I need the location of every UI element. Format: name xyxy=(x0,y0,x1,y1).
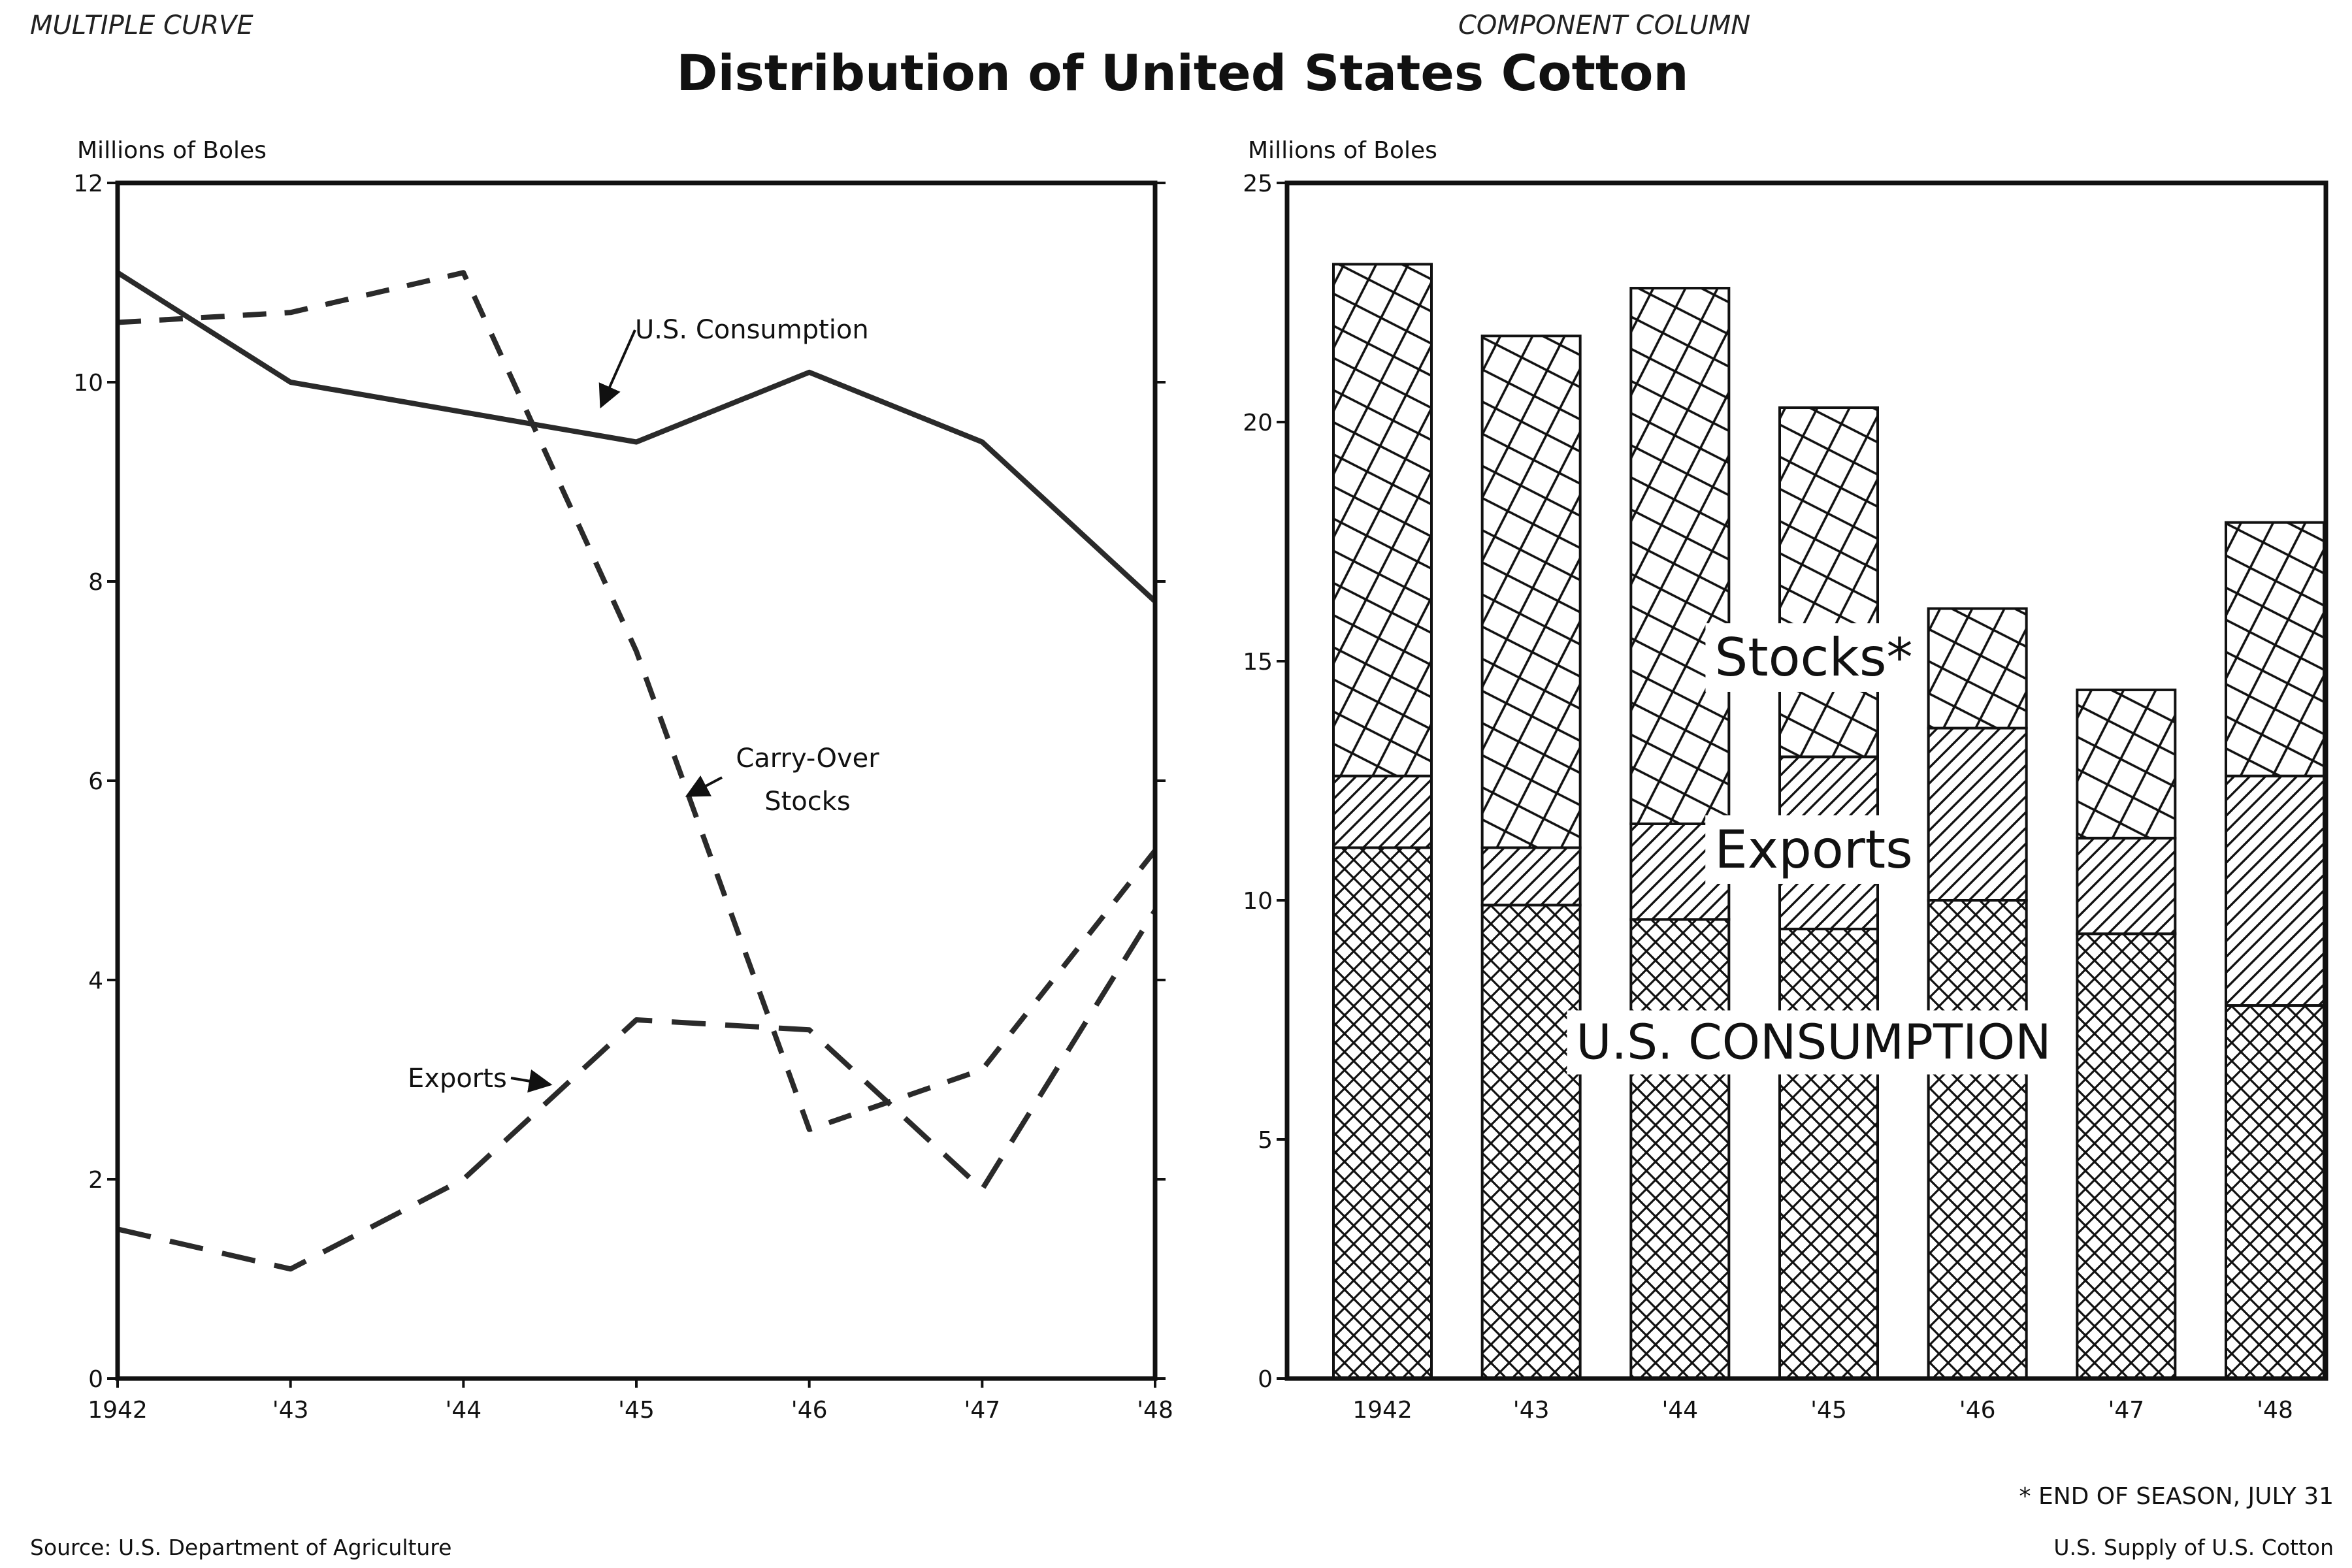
segment-label-background xyxy=(1567,1010,2061,1075)
right-plot-frame xyxy=(1284,180,2328,1381)
left-y-tick-label: 0 xyxy=(88,1366,103,1393)
left-x-tick-label: '47 xyxy=(964,1397,1000,1424)
annotation-stocks-line1: Carry-Over xyxy=(736,743,879,774)
left-x-tick-label: '45 xyxy=(618,1397,655,1424)
left-x-tick-label: '44 xyxy=(445,1397,482,1424)
series-line-u-s-consumption xyxy=(116,270,1157,604)
left-annotations: U.S. Consumption Carry-Over Stocks Expor… xyxy=(408,315,879,1094)
right-x-tick-label: '45 xyxy=(1810,1397,1847,1424)
bar-segment-u-s-consumption xyxy=(1778,927,1879,1380)
right-y-tick-label: 15 xyxy=(1243,649,1273,676)
source-note: Source: U.S. Department of Agriculture xyxy=(30,1535,451,1560)
right-y-tick-label: 25 xyxy=(1243,171,1273,197)
left-y-tick-label: 2 xyxy=(88,1167,103,1194)
left-y-tick-label: 10 xyxy=(73,370,103,397)
left-x-tick-label: '43 xyxy=(272,1397,309,1424)
left-x-tick-label: '46 xyxy=(791,1397,828,1424)
segment-label-background xyxy=(1705,623,1922,692)
bar-segment-u-s-consumption xyxy=(1629,918,1731,1380)
left-y-tick-label: 6 xyxy=(88,768,103,795)
bar-segment-u-s-consumption xyxy=(2076,932,2177,1380)
right-x-tick-label: '44 xyxy=(1661,1397,1698,1424)
left-x-tick-label: 1942 xyxy=(88,1397,148,1424)
page-title: Distribution of United States Cotton xyxy=(676,44,1688,102)
top-right-note: COMPONENT COLUMN xyxy=(1458,10,1750,41)
left-x-axis: 1942 '43 '44 '45 '46 '47 '48 xyxy=(88,1379,1173,1424)
right-y-tick-label: 10 xyxy=(1243,888,1273,915)
right-segment-labels: Stocks* Exports U.S. CONSUMPTION xyxy=(1567,623,2061,1075)
annotation-exports: Exports xyxy=(408,1064,507,1094)
annotation-stocks-arrow xyxy=(685,775,723,797)
right-x-axis: 1942 '43 '44 '45 '46 '47 '48 xyxy=(1352,1397,2293,1424)
segment-label-exports: Exports xyxy=(1705,815,1922,884)
series-line-carry-over-stocks xyxy=(117,270,1158,1132)
bar-chart: Millions of Boles 0 5 10 15 20 25 1942 '43 '44 '… xyxy=(1243,137,2328,1424)
bar-segment-stocks xyxy=(1629,287,1731,825)
annotation-stocks-line2: Stocks xyxy=(764,787,851,817)
bar-segment-exports xyxy=(1927,727,2028,902)
bar-segment-stocks xyxy=(1480,335,1582,849)
footnote: * END OF SEASON, JULY 31 xyxy=(2019,1483,2334,1510)
left-y-tick-label: 8 xyxy=(88,569,103,596)
right-y-tick-label: 20 xyxy=(1243,410,1273,436)
bar-segment-u-s-consumption xyxy=(2225,1004,2325,1380)
series-line-exports xyxy=(117,909,1158,1272)
bar-segment-u-s-consumption xyxy=(1927,899,2028,1380)
left-series-lines xyxy=(116,270,1158,1272)
left-y-axis-label: Millions of Boles xyxy=(77,137,267,164)
segment-label-text: Exports xyxy=(1714,819,1913,880)
right-y-axis-label: Millions of Boles xyxy=(1248,137,1437,164)
right-x-tick-label: '48 xyxy=(2257,1397,2293,1424)
right-x-tick-label: '43 xyxy=(1513,1397,1550,1424)
left-y-axis: 0 2 4 6 8 10 12 xyxy=(73,171,1166,1393)
segment-label-text: U.S. CONSUMPTION xyxy=(1576,1015,2051,1071)
bar-segment-exports xyxy=(2225,774,2325,1007)
right-y-tick-label: 5 xyxy=(1258,1127,1273,1154)
line-chart: Millions of Boles 0 2 4 6 8 10 12 1942 '43 '44 '4… xyxy=(73,137,1173,1424)
right-bars xyxy=(1332,263,2325,1380)
bar-segment-stocks xyxy=(1332,263,1433,777)
segment-label-u-s-consumption: U.S. CONSUMPTION xyxy=(1567,1010,2061,1075)
bottom-right-caption: U.S. Supply of U.S. Cotton xyxy=(2053,1535,2334,1560)
bar-segment-exports xyxy=(1480,846,1582,907)
left-y-tick-label: 4 xyxy=(88,968,103,994)
annotation-consumption-arrow xyxy=(598,329,636,409)
left-x-tick-label: '48 xyxy=(1137,1397,1173,1424)
bar-segment-stocks xyxy=(2076,688,2177,840)
right-y-axis: 0 5 10 15 20 25 xyxy=(1243,171,1287,1393)
bar-segment-u-s-consumption xyxy=(1480,904,1582,1380)
annotation-exports-arrow xyxy=(510,1069,553,1093)
left-plot-frame xyxy=(115,180,1158,1381)
bar-segment-u-s-consumption xyxy=(1332,846,1433,1380)
bar-segment-stocks xyxy=(1778,406,1879,759)
annotation-consumption: U.S. Consumption xyxy=(635,315,869,345)
bar-segment-stocks xyxy=(2225,521,2325,777)
bar-segment-stocks xyxy=(1927,607,2028,730)
right-x-tick-label: '47 xyxy=(2108,1397,2144,1424)
top-left-note: MULTIPLE CURVE xyxy=(30,10,253,41)
right-y-tick-label: 0 xyxy=(1258,1366,1273,1393)
segment-label-stocks: Stocks* xyxy=(1705,623,1922,692)
right-x-tick-label: 1942 xyxy=(1352,1397,1413,1424)
bar-segment-exports xyxy=(1332,774,1433,849)
segment-label-text: Stocks* xyxy=(1714,627,1912,688)
bar-segment-exports xyxy=(2076,836,2177,936)
left-y-tick-label: 12 xyxy=(73,171,103,197)
segment-label-background xyxy=(1705,815,1922,884)
right-x-tick-label: '46 xyxy=(1959,1397,1996,1424)
